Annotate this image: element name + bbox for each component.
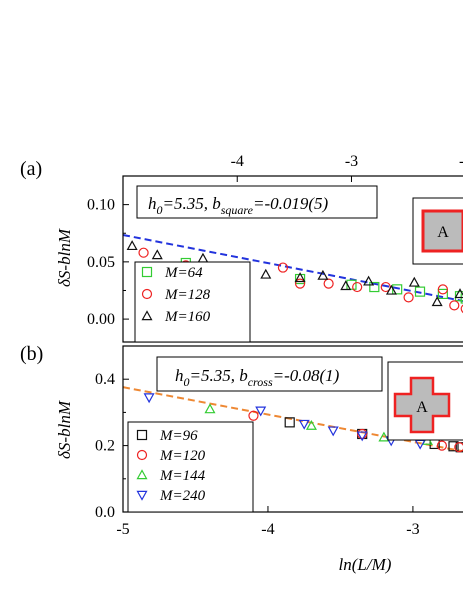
panel-a-legend-label: M=128 xyxy=(164,287,211,303)
panel-a-series-0-point xyxy=(346,279,357,290)
panel-a-series-1-point xyxy=(138,247,149,258)
panel-a-legend-label: M=160 xyxy=(164,309,211,325)
panel-b-series-1-point xyxy=(436,440,448,451)
panel-b-annotation: h0=5.35, bcross=-0.08(1) xyxy=(175,366,340,389)
panel-a-series-0-point xyxy=(414,286,426,297)
panel-b-annotation-box xyxy=(156,356,383,392)
panel-b-legend: M=96 M=120 M=144 M=240 xyxy=(127,421,254,513)
panel-a-series-1-point xyxy=(460,304,463,314)
panel-a-letter: (a) xyxy=(20,158,42,180)
panel-a-series-1-point xyxy=(437,284,448,295)
panel-a-fit-line xyxy=(122,233,463,302)
panel-b-legend-label: M=240 xyxy=(159,488,206,504)
panel-a-series-2-point xyxy=(454,288,463,299)
panel-b-plot-area: 0.0 0.2 0.4 -5 -4 -3 xyxy=(95,371,463,538)
panel-a-y-tick-label: 0.10 xyxy=(87,197,115,214)
panel-b-y-axis-label: δS-blnM xyxy=(55,400,74,459)
panel-b-frame xyxy=(122,345,463,513)
panel-b-letter: (b) xyxy=(20,343,43,365)
panel-a-y-axis-label: δS-blnM xyxy=(55,228,74,287)
panel-b-x-tick-label: -4 xyxy=(261,521,274,538)
panel-b-series-3-point xyxy=(143,393,155,404)
panel-b-x-tick-label: -5 xyxy=(116,521,129,538)
panel-a: (a) δS-blnM 0.00 0.05 0.10 -4 -3 -2 h0=5.35, … xyxy=(20,153,463,343)
panel-a-series-2-point xyxy=(340,280,352,291)
panel-a-series-0-point xyxy=(392,284,403,295)
panel-b-legend-marker xyxy=(136,469,148,480)
panel-b-inset-label: A xyxy=(416,399,428,416)
panel-b-x-axis-label: ln(L/M) xyxy=(339,555,392,574)
panel-b-series-0-point xyxy=(284,417,295,428)
panel-a-inset-square-diagram: A xyxy=(412,197,463,265)
panel-a-series-0-point xyxy=(454,291,463,302)
panel-b-series-1-point xyxy=(357,428,368,440)
panel-b: (b) δS-blnM 0.0 0.2 0.4 -5 -4 -3 h0=5.35, bcr… xyxy=(20,343,463,574)
panel-b-y-tick-label: 0.0 xyxy=(95,504,115,521)
panel-a-series-1-point xyxy=(294,278,306,289)
panel-a-series-2-point xyxy=(317,269,329,280)
panel-b-legend-label: M=144 xyxy=(159,468,206,484)
panel-b-legend-marker xyxy=(136,449,148,461)
panel-b-series-2-point xyxy=(204,403,216,414)
panel-a-plot-area: 0.00 0.05 0.10 -4 -3 -2 xyxy=(87,153,463,328)
panel-b-x-tick-label: -3 xyxy=(406,521,419,538)
panel-a-y-tick-label: 0.00 xyxy=(87,311,115,328)
panel-b-series-1-point xyxy=(248,410,259,421)
panel-b-series-3-point xyxy=(327,426,339,437)
panel-a-top-x-tick-label: -3 xyxy=(345,153,358,170)
panel-a-series-1-point xyxy=(403,292,414,303)
panel-a-series-2-point xyxy=(385,284,397,295)
panel-b-series-2-point xyxy=(305,419,317,430)
panel-a-legend-label: M=64 xyxy=(164,265,203,281)
panel-b-series-1-point xyxy=(454,442,463,453)
panel-b-y-tick-label: 0.4 xyxy=(95,371,115,388)
panel-b-fit-line xyxy=(122,386,463,453)
panel-b-legend-label: M=96 xyxy=(159,428,198,444)
panel-a-legend-marker xyxy=(141,288,153,300)
panel-a-legend-marker xyxy=(141,310,153,321)
panel-a-series-2-point xyxy=(363,275,375,286)
panel-a-series-1-point xyxy=(323,278,334,289)
panel-a-legend: M=64 M=128 M=160 xyxy=(134,261,251,343)
panel-a-series-1-point xyxy=(352,281,363,293)
panel-b-legend-label: M=120 xyxy=(159,448,206,464)
panel-b-series-3-point xyxy=(298,419,310,430)
panel-a-annotation-box xyxy=(136,185,378,219)
panel-a-inset-label: A xyxy=(437,224,449,241)
panel-b-legend-marker xyxy=(136,429,148,441)
panel-b-y-tick-label: 0.2 xyxy=(95,438,115,455)
panel-a-top-x-tick-label: -2 xyxy=(459,153,463,170)
panel-a-series-2-point xyxy=(294,272,306,283)
panel-a-series-2-point xyxy=(431,296,443,307)
panel-a-frame xyxy=(122,175,463,343)
panel-a-annotation: h0=5.35, bsquare=-0.019(5) xyxy=(148,194,329,217)
panel-a-series-0-point xyxy=(437,288,448,300)
panel-a-series-2-point xyxy=(197,252,209,263)
panel-b-series-0-point xyxy=(448,441,459,452)
panel-a-series-2-point xyxy=(408,276,420,287)
panel-a-top-x-tick-label: -4 xyxy=(231,153,244,170)
panel-a-series-2-point xyxy=(260,268,272,279)
panel-b-series-3-point xyxy=(255,406,267,417)
panel-a-series-2-point xyxy=(151,249,163,260)
panel-a-series-0-point xyxy=(460,293,463,304)
panel-a-series-2-point xyxy=(126,240,138,251)
panel-b-series-3-point xyxy=(356,431,368,442)
panel-a-series-1-point xyxy=(449,300,460,311)
panel-a-series-1-point xyxy=(277,262,289,273)
panel-a-legend-marker xyxy=(141,266,153,278)
panel-a-y-tick-label: 0.05 xyxy=(87,254,115,271)
panel-a-series-0-point xyxy=(369,281,380,293)
panel-b-inset-cross-diagram: A xyxy=(387,361,463,441)
panel-b-legend-marker xyxy=(136,490,148,501)
